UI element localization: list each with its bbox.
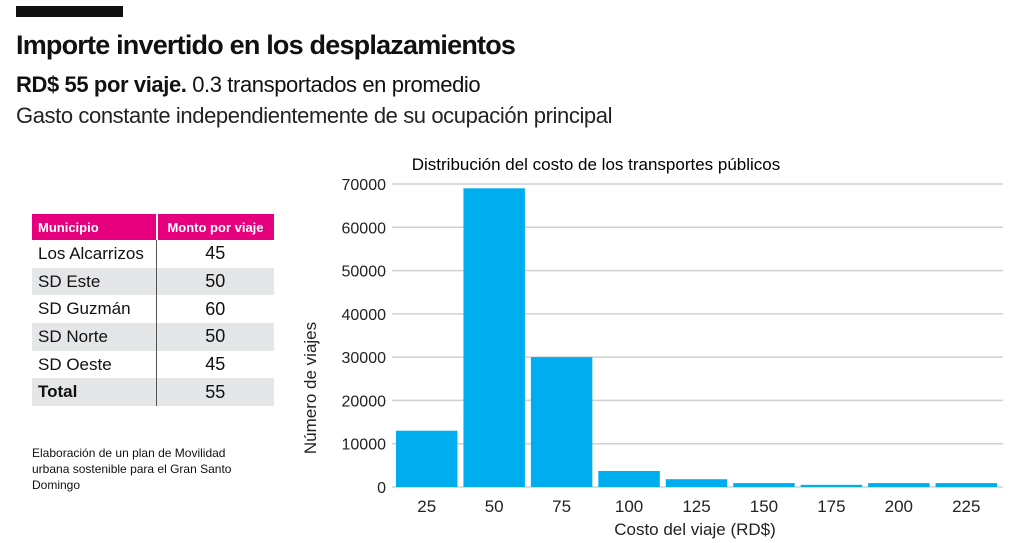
- x-tick-label: 50: [485, 497, 504, 516]
- cell-municipio: SD Este: [32, 267, 157, 296]
- bar-25: [396, 430, 458, 487]
- top-bar: [16, 6, 123, 17]
- cell-municipio: SD Guzmán: [38, 299, 131, 319]
- bar-175: [800, 484, 863, 487]
- y-tick-label: 30000: [342, 350, 387, 367]
- cell-monto: 45: [156, 240, 274, 268]
- x-tick-label: 75: [552, 497, 571, 516]
- y-tick-label: 60000: [342, 220, 387, 237]
- x-tick-label: 25: [417, 497, 436, 516]
- page-title: Importe invertido en los desplazamientos: [16, 30, 516, 60]
- col-header-monto: Monto por viaje: [156, 214, 274, 240]
- cell-municipio: Total: [32, 378, 157, 407]
- subtitle: RD$ 55 por viaje. 0.3 transportados en p…: [16, 72, 481, 98]
- x-tick-label: 150: [750, 497, 778, 516]
- cell-monto: 60: [156, 295, 274, 324]
- table-row: SD Este 50: [32, 267, 274, 296]
- y-tick-label: 40000: [342, 307, 387, 324]
- col-header-municipio: Municipio: [32, 214, 158, 240]
- y-tick-label: 70000: [342, 177, 387, 194]
- cell-monto: 55: [156, 378, 274, 407]
- subtitle-rest: 0.3 transportados en promedio: [186, 72, 481, 97]
- x-tick-label: 175: [817, 497, 845, 516]
- x-tick-label: 100: [615, 497, 643, 516]
- cell-municipio: SD Oeste: [38, 354, 112, 374]
- table-row: Los Alcarrizos 45: [32, 240, 274, 268]
- municipio-table: Municipio Monto por viaje Los Alcarrizos 4…: [32, 214, 274, 407]
- cell-monto: 45: [156, 350, 274, 379]
- cell-municipio: SD Norte: [32, 323, 157, 351]
- bar-100: [598, 470, 660, 487]
- bar-125: [665, 479, 728, 487]
- bar-200: [868, 483, 930, 487]
- bar-50: [463, 188, 525, 488]
- cell-municipio: Los Alcarrizos: [38, 243, 144, 263]
- y-tick-label: 10000: [342, 437, 387, 454]
- subtitle-2: Gasto constante independientemente de su…: [16, 103, 613, 128]
- chart-title: Distribución del costo de los transporte…: [412, 155, 781, 174]
- cell-monto: 50: [156, 323, 274, 351]
- bar-150: [733, 483, 795, 487]
- table-row: SD Oeste 45: [32, 350, 274, 379]
- bar-75: [530, 357, 593, 487]
- source-note: Elaboración de un plan de Movilidad urba…: [32, 446, 232, 492]
- table-row: SD Norte 50: [32, 323, 274, 351]
- y-tick-label: 0: [377, 480, 386, 497]
- y-tick-label: 20000: [342, 393, 387, 410]
- x-tick-label: 200: [885, 497, 913, 516]
- table-row-total: Total 55: [32, 378, 274, 407]
- x-tick-label: 225: [952, 497, 980, 516]
- x-tick-label: 125: [682, 497, 710, 516]
- cell-monto: 50: [156, 267, 274, 296]
- x-axis-label: Costo del viaje (RD$): [614, 520, 776, 539]
- y-tick-label: 50000: [342, 264, 387, 281]
- bar-225: [935, 483, 997, 487]
- subtitle-bold: RD$ 55 por viaje.: [16, 72, 187, 97]
- y-axis-label: Número de viajes: [301, 322, 320, 454]
- table-row: SD Guzmán 60: [32, 295, 274, 324]
